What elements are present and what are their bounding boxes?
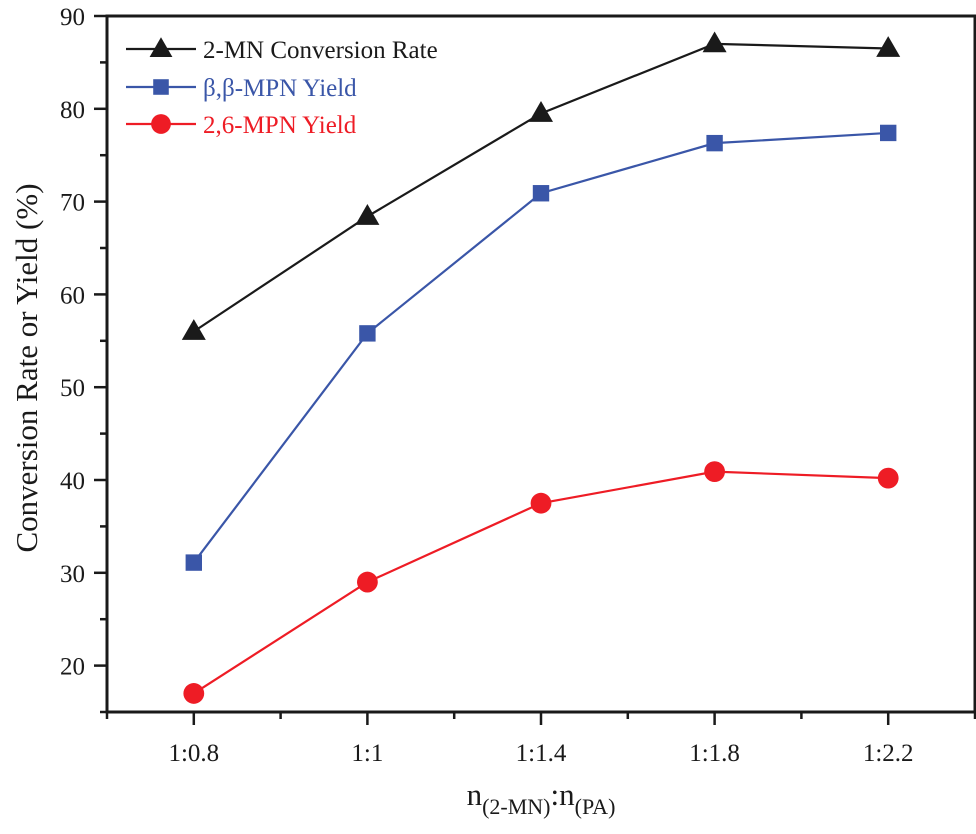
marker-circle — [704, 461, 725, 483]
legend-item: β,β-MPN Yield — [126, 75, 357, 102]
marker-triangle — [181, 319, 206, 340]
marker-circle — [530, 492, 552, 514]
y-tick-label: 50 — [60, 375, 85, 402]
x-tick-label: 1:1.8 — [689, 740, 740, 767]
x-tick-label: 1:0.8 — [168, 740, 219, 767]
x-tick-label: 1:1 — [351, 740, 383, 767]
y-axis: 20 30 40 50 60 70 80 90 — [60, 4, 107, 714]
marker-circle — [151, 114, 171, 134]
x-axis-title-sub2: (PA) — [575, 794, 616, 819]
x-axis-title: n(2-MN):n(PA) — [467, 777, 616, 819]
y-axis-title: Conversion Rate or Yield (%) — [9, 183, 44, 552]
x-axis: 1:0.8 1:1 1:1.4 1:1.8 1:2.2 — [105, 712, 976, 767]
marker-square — [185, 554, 202, 571]
legend-item: 2-MN Conversion Rate — [126, 37, 438, 64]
y-tick-label: 70 — [60, 190, 85, 217]
marker-triangle — [529, 101, 553, 122]
legend-label: β,β-MPN Yield — [203, 75, 357, 102]
x-axis-title-n1: n — [467, 777, 483, 812]
legend-label: 2-MN Conversion Rate — [203, 37, 438, 64]
series-1 — [185, 124, 897, 571]
y-tick-label: 60 — [60, 282, 85, 309]
legend: 2-MN Conversion Rate β,β-MPN Yield 2,6-MPN… — [126, 37, 438, 139]
marker-triangle — [149, 37, 173, 57]
marker-triangle — [876, 36, 901, 57]
marker-square — [706, 134, 723, 152]
marker-circle — [357, 571, 378, 593]
series-layer — [181, 31, 901, 704]
x-axis-title-sep: : — [551, 777, 560, 812]
marker-square — [880, 124, 897, 142]
marker-triangle — [355, 204, 380, 225]
y-tick-label: 40 — [60, 468, 85, 495]
y-tick-label: 30 — [60, 561, 85, 588]
marker-triangle — [702, 31, 727, 53]
legend-item: 2,6-MPN Yield — [126, 112, 357, 139]
x-tick-label: 1:1.4 — [516, 740, 567, 767]
x-axis-title-sub1: (2-MN) — [482, 794, 550, 819]
marker-circle — [183, 683, 205, 704]
x-axis-title-n2: n — [559, 777, 575, 812]
y-tick-label: 90 — [60, 4, 85, 31]
series-2 — [183, 461, 899, 704]
legend-label: 2,6-MPN Yield — [203, 112, 357, 139]
marker-square — [532, 185, 550, 202]
y-tick-label: 20 — [60, 654, 85, 681]
series-0 — [181, 31, 901, 340]
marker-circle — [877, 467, 899, 489]
marker-square — [153, 79, 169, 95]
marker-square — [359, 325, 376, 342]
x-tick-label: 1:2.2 — [863, 740, 914, 767]
y-tick-label: 80 — [60, 97, 85, 124]
